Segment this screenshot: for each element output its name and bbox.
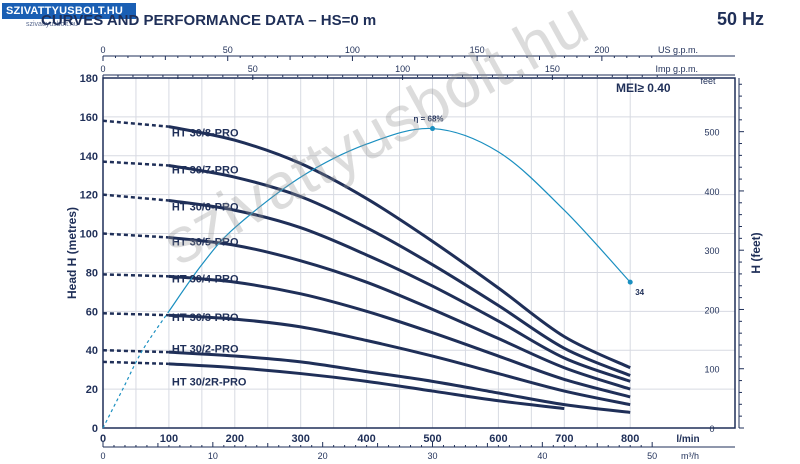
curve-label: HT 30/2R-PRO [172,376,247,388]
y2-axis-label: H (feet) [749,232,763,273]
curve-label: HT 30/6-PRO [172,201,239,213]
us-gpm-tick-label: 50 [223,45,233,55]
x-tick-label: 800 [621,433,639,445]
us-gpm-tick-label: 150 [470,45,485,55]
x2-unit-label: m³/h [681,451,699,461]
x2-tick-label: 40 [537,451,547,461]
x2-tick-label: 10 [208,451,218,461]
x2-tick-label: 50 [647,451,657,461]
imp-gpm-tick-label: 0 [100,64,105,74]
y-tick-label: 180 [80,73,98,85]
x2-tick-label: 20 [318,451,328,461]
mei-label: MEI≥ 0.40 [616,81,671,95]
y-tick-label: 160 [80,112,98,124]
x-tick-label: 0 [100,433,106,445]
y2-tick-label: 400 [704,187,719,197]
y-tick-label: 120 [80,190,98,202]
brand-logo: SZIVATTYUSBOLT.HU [2,3,136,19]
y-tick-label: 40 [86,345,98,357]
us-gpm-tick-label: 100 [345,45,360,55]
y2-tick-label: 500 [704,128,719,138]
pump-curve [168,350,631,414]
y2-unit-label: feet [700,76,716,86]
curve-label: HT 30/5-PRO [172,236,239,248]
y2-tick-label: 100 [704,365,719,375]
efficiency-curve [168,127,631,312]
imp-gpm-tick-label: 100 [395,64,410,74]
imp-gpm-tick-label: 50 [248,64,258,74]
efficiency-curve-dashed [102,310,170,429]
x-axis-label: l/min [676,434,699,445]
pump-curve [168,199,631,383]
efficiency-peak-label: η = 68% [413,115,443,124]
y-axis-label: Head H (metres) [65,207,79,299]
label-layer: HT 30/8-PRO HT 30/7-PRO HT 30/6-PRO HT 30/5… [172,127,247,388]
pump-curve [168,125,631,370]
x2-tick-label: 0 [100,451,105,461]
y2-tick-label: 0 [709,424,714,434]
curve-label: HT 30/7-PRO [172,164,239,176]
imp-gpm-unit-label: Imp g.p.m. [655,64,698,74]
efficiency-marker [627,279,633,285]
y-tick-label: 60 [86,306,98,318]
y-tick-label: 140 [80,151,98,163]
brand-logo-url: szivattyusbolt.hu [26,21,78,28]
y-tick-label: 100 [80,229,98,241]
x-tick-label: 200 [226,433,244,445]
frequency-label: 50 Hz [716,9,764,29]
efficiency-marker [430,126,435,132]
x2-tick-label: 30 [427,451,437,461]
efficiency-layer: η = 68% 34 [102,115,645,429]
us-gpm-unit-label: US g.p.m. [658,45,698,55]
curve-layer [102,119,631,414]
efficiency-end-label: 34 [635,288,644,297]
pump-curve [168,362,565,411]
x-tick-label: 400 [357,433,375,445]
us-gpm-tick-label: 200 [594,45,609,55]
pump-curve [168,235,631,391]
y-tick-label: 0 [92,423,98,435]
y2-tick-label: 200 [704,305,719,315]
pump-curve [168,313,631,407]
curve-label: HT 30/3-PRO [172,312,239,324]
curve-label: HT 30/8-PRO [172,127,239,139]
imp-gpm-tick-label: 150 [545,64,560,74]
y-tick-label: 80 [86,267,98,279]
y2-tick-label: 300 [704,246,719,256]
us-gpm-tick-label: 0 [100,45,105,55]
pump-curve [168,164,631,377]
curve-label: HT 30/4-PRO [172,273,239,285]
chart-title: CURVES AND PERFORMANCE DATA – HS=0 m [41,12,377,29]
x-tick-label: 500 [423,433,441,445]
curve-label: HT 30/2-PRO [172,343,239,355]
plot-frame [102,77,736,429]
y-tick-label: 20 [86,384,98,396]
x-tick-label: 600 [489,433,507,445]
x-tick-label: 100 [160,433,178,445]
x-tick-label: 700 [555,433,573,445]
x-tick-label: 300 [292,433,310,445]
pump-curve [168,274,631,399]
